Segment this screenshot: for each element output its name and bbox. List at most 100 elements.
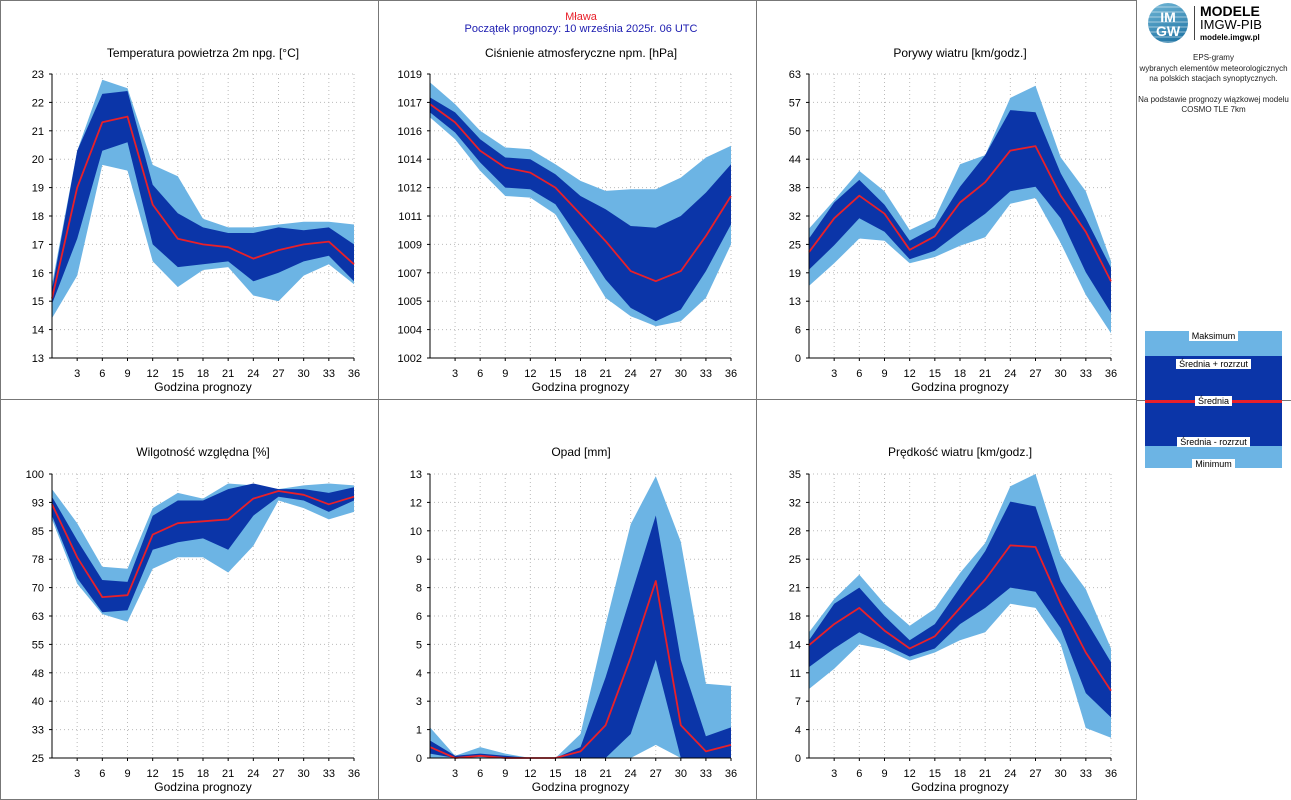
y-tick-label: 4 <box>416 668 422 680</box>
y-tick-label: 6 <box>416 611 422 623</box>
info-line3: na polskich stacjach synoptycznych. <box>1149 74 1278 83</box>
y-tick-label: 63 <box>789 69 801 81</box>
y-tick-label: 1017 <box>398 97 422 109</box>
x-tick-label: 15 <box>929 768 941 780</box>
x-tick-label: 3 <box>831 768 837 780</box>
x-tick-label: 36 <box>348 368 360 380</box>
y-tick-label: 0 <box>795 753 801 765</box>
x-tick-label: 33 <box>700 368 712 380</box>
x-tick-label: 36 <box>1105 768 1117 780</box>
x-tick-label: 3 <box>74 768 80 780</box>
x-tick-label: 30 <box>1055 768 1067 780</box>
y-tick-label: 1016 <box>398 126 422 138</box>
badge-top-text: IM <box>1160 9 1176 25</box>
mean-line <box>51 115 355 299</box>
x-tick-label: 30 <box>298 368 310 380</box>
legend-mean-minus-label: Średnia - rozrzut <box>1145 437 1282 447</box>
x-tick-label: 6 <box>856 768 862 780</box>
x-tick-label: 27 <box>650 768 662 780</box>
y-tick-label: 100 <box>26 469 44 481</box>
y-tick-label: 32 <box>789 497 801 509</box>
y-tick-label: 0 <box>416 753 422 765</box>
x-tick-label: 21 <box>979 368 991 380</box>
mean-line <box>808 544 1112 692</box>
y-tick-label: 35 <box>789 469 801 481</box>
x-tick-label: 9 <box>881 368 887 380</box>
x-axis-label: Godzina prognozy <box>532 780 629 794</box>
badge-bottom-text: GW <box>1155 23 1181 39</box>
info-line2: wybranych elementów meteorologicznych <box>1139 63 1288 73</box>
y-tick-label: 6 <box>795 325 801 337</box>
y-tick-label: 14 <box>32 325 44 337</box>
legend-mean-plus-label: Średnia + rozrzut <box>1145 359 1282 369</box>
x-tick-label: 18 <box>574 368 586 380</box>
x-tick-label: 15 <box>549 768 561 780</box>
y-tick-label: 14 <box>789 639 801 651</box>
legend-min-label: Minimum <box>1145 459 1282 469</box>
x-tick-label: 3 <box>74 368 80 380</box>
x-tick-label: 12 <box>524 368 536 380</box>
x-tick-label: 27 <box>1029 768 1041 780</box>
spread-band <box>430 97 731 322</box>
y-tick-label: 25 <box>789 239 801 251</box>
x-tick-label: 24 <box>625 368 637 380</box>
x-tick-label: 24 <box>625 768 637 780</box>
y-tick-label: 12 <box>410 497 422 509</box>
x-axis-label: Godzina prognozy <box>154 780 251 794</box>
legend-mean-label: Średnia <box>1145 396 1282 406</box>
x-tick-label: 15 <box>172 768 184 780</box>
y-tick-label: 1 <box>416 725 422 737</box>
x-tick-label: 15 <box>172 368 184 380</box>
logo-url: modele.imgw.pl <box>1200 33 1260 42</box>
y-tick-label: 13 <box>789 296 801 308</box>
x-tick-label: 27 <box>272 768 284 780</box>
y-tick-label: 1014 <box>398 154 422 166</box>
x-axis-label: Godzina prognozy <box>532 380 629 394</box>
station-title: Mława <box>565 11 598 23</box>
y-tick-label: 32 <box>789 211 801 223</box>
x-tick-label: 9 <box>502 368 508 380</box>
y-tick-label: 17 <box>32 239 44 251</box>
mean-line <box>429 580 732 759</box>
info-line1: EPS-gramy <box>1193 53 1234 62</box>
y-tick-label: 21 <box>32 126 44 138</box>
y-tick-label: 9 <box>416 554 422 566</box>
y-tick-label: 25 <box>32 753 44 765</box>
y-tick-label: 63 <box>32 611 44 623</box>
x-tick-label: 24 <box>1004 768 1016 780</box>
spread-band <box>430 515 731 758</box>
x-axis-label: Godzina prognozy <box>911 780 1008 794</box>
info-line5: COSMO TLE 7km <box>1181 105 1246 114</box>
y-tick-label: 48 <box>32 668 44 680</box>
x-axis-label: Godzina prognozy <box>911 380 1008 394</box>
y-tick-label: 1019 <box>398 69 422 81</box>
y-tick-label: 5 <box>416 639 422 651</box>
x-tick-label: 36 <box>348 768 360 780</box>
y-tick-label: 25 <box>789 554 801 566</box>
x-axis-label: Godzina prognozy <box>154 380 251 394</box>
y-tick-label: 15 <box>32 296 44 308</box>
chart-1: Ciśnienie atmosferyczne npm. [hPa] 1002 10… <box>398 46 738 394</box>
y-tick-label: 21 <box>789 583 801 595</box>
x-tick-label: 36 <box>725 368 737 380</box>
y-tick-label: 1004 <box>398 325 422 337</box>
y-tick-label: 1009 <box>398 239 422 251</box>
chart-2: Porywy wiatru [km/godz.] 0 6 13 19 25 32 38 44 50… <box>789 46 1117 394</box>
y-tick-label: 44 <box>789 154 801 166</box>
logo-name-line1: MODELE <box>1200 3 1260 19</box>
imgw-logo: IM GW MODELE IMGW-PIB modele.imgw.pl <box>1142 0 1282 46</box>
y-tick-label: 1002 <box>398 353 422 365</box>
chart-3: Wilgotność względna [%]25334048556370788… <box>26 445 360 794</box>
y-tick-label: 13 <box>410 469 422 481</box>
y-tick-label: 22 <box>32 97 44 109</box>
y-tick-label: 11 <box>790 668 801 680</box>
y-tick-label: 13 <box>32 353 44 365</box>
x-tick-label: 18 <box>197 768 209 780</box>
x-tick-label: 12 <box>904 768 916 780</box>
x-tick-label: 3 <box>831 368 837 380</box>
y-tick-label: 20 <box>32 154 44 166</box>
x-tick-label: 36 <box>1105 368 1117 380</box>
band-legend: Maksimum Średnia + rozrzut Średnia Średn… <box>1145 331 1282 469</box>
y-tick-label: 18 <box>789 611 801 623</box>
